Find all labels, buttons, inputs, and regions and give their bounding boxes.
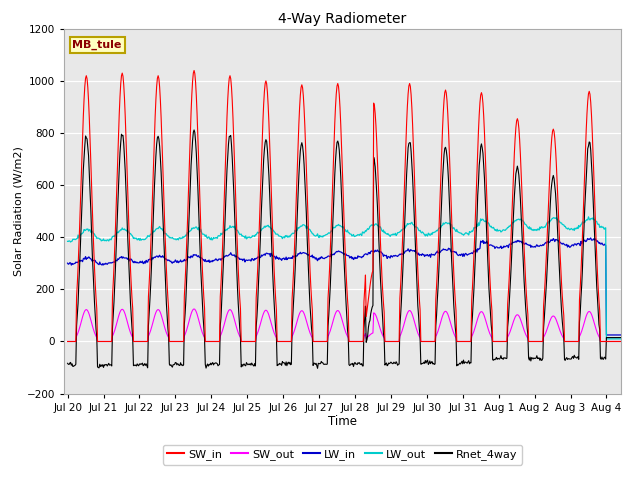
X-axis label: Time: Time (328, 415, 357, 429)
Title: 4-Way Radiometer: 4-Way Radiometer (278, 12, 406, 26)
Legend: SW_in, SW_out, LW_in, LW_out, Rnet_4way: SW_in, SW_out, LW_in, LW_out, Rnet_4way (163, 445, 522, 465)
Y-axis label: Solar Radiation (W/m2): Solar Radiation (W/m2) (14, 146, 24, 276)
Text: MB_tule: MB_tule (72, 40, 122, 50)
